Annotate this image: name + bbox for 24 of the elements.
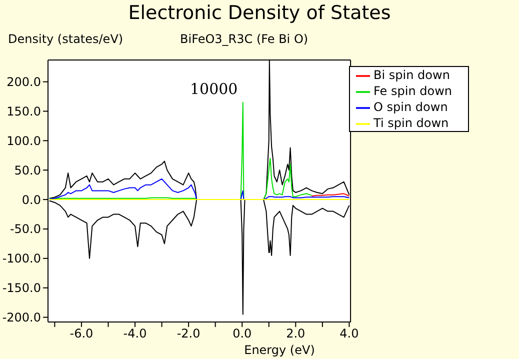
y-axis-title: Density (states/eV) [8, 32, 124, 46]
x-tick-label: 0.0 [232, 326, 252, 341]
chart-subtitle: BiFeO3_R3C (Fe Bi O) [180, 32, 308, 46]
legend-label: Bi spin down [374, 68, 450, 82]
chart-title: Electronic Density of States [127, 2, 392, 24]
x-axis-title: Energy (eV) [243, 343, 316, 357]
legend-label: Ti spin down [374, 116, 449, 130]
annotation: 10000 [190, 80, 238, 98]
x-tick-label: -4.0 [123, 326, 147, 341]
y-tick-label: 50.0 [14, 163, 41, 178]
legend-label: Fe spin down [374, 84, 452, 98]
y-tick-label: 150.0 [6, 104, 41, 118]
x-tick-label: 2.0 [286, 326, 306, 341]
y-tick-label: 0.0 [22, 192, 41, 207]
legend-label: O spin down [374, 100, 448, 114]
x-tick-label: 4.0 [340, 326, 359, 341]
y-tick-label: 100.0 [6, 134, 41, 148]
y-tick-label: -200.0 [2, 310, 41, 325]
y-tick-label: -100.0 [2, 252, 41, 266]
x-tick-label: -6.0 [70, 326, 94, 341]
y-tick-label: 200.0 [6, 75, 41, 90]
y-tick-label: -50.0 [10, 222, 41, 236]
x-tick-label: -2.0 [176, 326, 200, 341]
y-tick-label: -150.0 [2, 281, 41, 296]
